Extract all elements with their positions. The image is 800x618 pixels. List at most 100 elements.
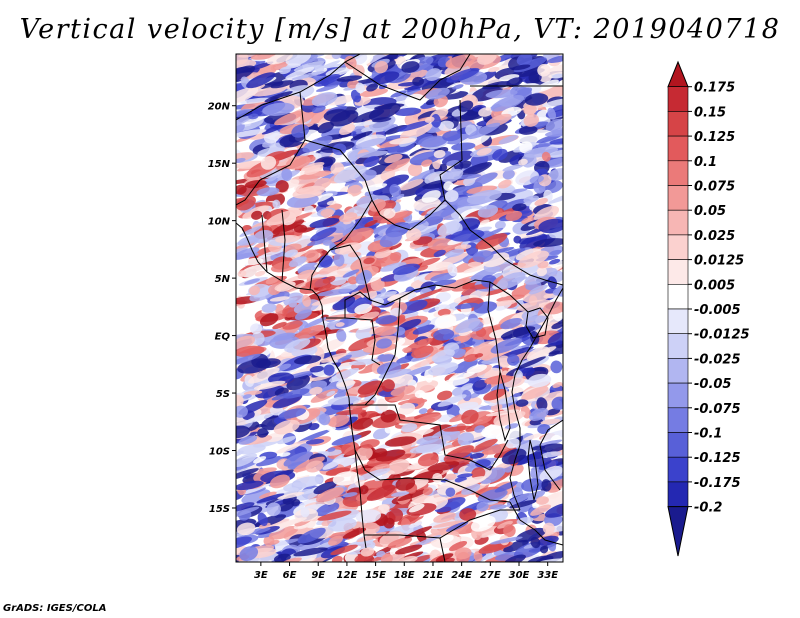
field-cell	[314, 65, 325, 72]
field-cell	[536, 109, 550, 122]
field-cell	[358, 485, 369, 495]
field-cell	[333, 164, 367, 184]
field-cell	[455, 302, 479, 310]
field-cell	[307, 236, 335, 246]
field-cell	[462, 263, 490, 274]
field-cell	[272, 219, 305, 234]
colorbar-label: -0.2	[694, 501, 722, 516]
colorbar-label: -0.1	[694, 427, 722, 442]
field-cell	[519, 233, 548, 250]
field-cell	[504, 423, 519, 430]
field-cell	[499, 346, 534, 359]
field-cell	[538, 490, 563, 509]
field-cell	[259, 491, 277, 499]
field-cell	[543, 135, 563, 144]
field-cell	[336, 329, 347, 342]
field-cell	[333, 193, 354, 207]
field-cell	[384, 425, 393, 434]
field-cell	[549, 249, 562, 256]
colorbar-swatch	[667, 283, 689, 310]
field-cell	[438, 120, 455, 132]
field-cell	[236, 463, 260, 475]
colorbar-swatch	[667, 456, 689, 483]
field-cell	[418, 408, 428, 415]
colorbar-label: -0.175	[694, 476, 741, 491]
field-cell	[510, 68, 545, 78]
field-cell	[463, 353, 479, 362]
field-cell	[381, 379, 395, 392]
field-cell	[547, 54, 563, 63]
field-cell	[411, 345, 434, 359]
colorbar-label: 0.025	[694, 229, 735, 244]
field-cell	[236, 65, 256, 82]
field-cell	[237, 270, 247, 278]
colorbar-label: 0.1	[694, 155, 717, 170]
field-cell	[352, 417, 374, 430]
field-cell	[391, 220, 427, 231]
field-cell	[402, 347, 412, 353]
colorbar-labels: 0.175 0.15 0.125 0.1 0.075 0.05 0.025 0.0125 0.0…	[688, 81, 750, 516]
field-cell	[293, 488, 319, 501]
field-cell	[516, 299, 551, 311]
field-cell	[436, 390, 453, 401]
field-cell	[478, 467, 506, 484]
colorbar-swatch	[667, 481, 689, 507]
field-cell	[404, 93, 426, 108]
field-cell	[478, 107, 493, 117]
field-cell	[489, 504, 507, 510]
field-cell	[302, 135, 333, 153]
field-cell	[350, 130, 373, 141]
field-cell	[498, 150, 523, 163]
field-cell	[549, 492, 560, 499]
field-cell	[536, 397, 548, 411]
field-cell	[256, 493, 285, 504]
field-cell	[327, 94, 356, 106]
field-cell	[240, 97, 271, 105]
field-cell	[492, 299, 517, 307]
field-cell	[264, 91, 293, 103]
field-cell	[298, 170, 332, 180]
colorbar-swatch	[667, 209, 689, 236]
field-cell	[237, 444, 266, 455]
field-cell	[315, 502, 340, 517]
field-cell	[297, 262, 319, 275]
field-cell	[437, 278, 472, 293]
field-cell	[533, 238, 563, 248]
field-cell	[303, 205, 314, 213]
field-cell	[257, 246, 291, 259]
field-cell	[386, 459, 410, 475]
field-cell	[447, 263, 458, 277]
field-cell	[243, 390, 263, 396]
colorbar-swatch	[667, 382, 689, 409]
field-cell	[291, 70, 325, 80]
field-cell	[530, 536, 541, 549]
field-cell	[434, 497, 466, 513]
field-cell	[236, 54, 249, 65]
field-cell	[408, 521, 423, 528]
field-cell	[337, 354, 352, 363]
field-cell	[520, 490, 546, 504]
field-cell	[315, 84, 339, 92]
field-cell	[476, 147, 492, 156]
colorbar-label: 0.175	[694, 81, 735, 96]
field-cell	[507, 354, 520, 366]
field-cell	[273, 419, 300, 435]
colorbar-label: 0.075	[694, 180, 735, 195]
field-cell	[535, 496, 549, 505]
field-cell	[396, 355, 416, 364]
field-cell	[523, 433, 543, 441]
field-cell	[519, 141, 533, 154]
field-cell	[311, 92, 338, 107]
field-cell	[346, 184, 363, 197]
field-cell	[293, 472, 308, 478]
field-cell	[272, 59, 290, 70]
field-cell	[461, 389, 472, 402]
field-cell	[331, 54, 342, 60]
colorbar-label: -0.125	[694, 451, 741, 466]
field-cell	[432, 472, 443, 483]
field-cell	[501, 448, 527, 465]
colorbar-label: -0.025	[694, 352, 741, 367]
field-cell	[293, 60, 325, 72]
field-cell	[255, 455, 285, 467]
field-cell	[472, 379, 487, 391]
